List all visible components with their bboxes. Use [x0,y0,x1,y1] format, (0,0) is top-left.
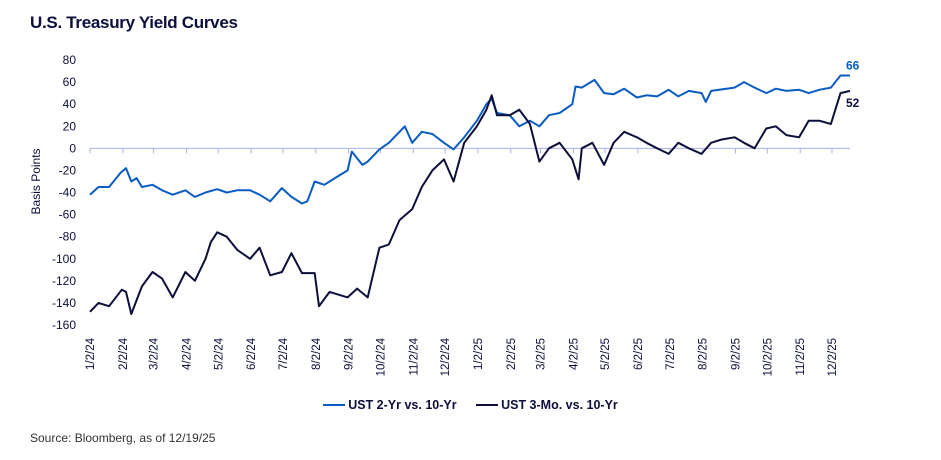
end-value-label: 52 [846,96,860,110]
legend-label: UST 3-Mo. vs. 10-Yr [501,398,618,412]
y-tick-label: -120 [52,274,76,288]
x-tick-label: 10/2/25 [762,338,774,376]
x-tick-label: 2/2/24 [118,337,130,370]
x-tick-label: 4/2/24 [181,337,193,370]
x-tick-label: 11/2/25 [795,338,807,376]
y-tick-label: 80 [63,53,77,67]
y-tick-label: 0 [69,141,76,155]
x-tick-label: 1/2/25 [473,338,485,370]
x-tick-label: 12/2/24 [440,337,452,376]
line-chart: 80 60 40 20 0 -20 -40 -60 -80 -100 -120 -140 -160 Bas… [29,53,860,376]
legend-item-3mo-10yr: UST 3-Mo. vs. 10-Yr [476,398,618,412]
legend-label: UST 2-Yr vs. 10-Yr [348,398,457,412]
legend-swatch [476,404,499,406]
x-tick-label: 9/2/25 [731,338,743,370]
x-tick-label: 3/2/25 [535,338,547,370]
y-tick-label: 20 [63,119,77,133]
x-tick-label: 3/2/24 [149,337,161,370]
x-tick-label: 8/2/24 [311,337,323,370]
legend: UST 2-Yr vs. 10-Yr UST 3-Mo. vs. 10-Yr [0,395,941,412]
y-tick-label: -20 [59,163,77,177]
legend-item-2yr-10yr: UST 2-Yr vs. 10-Yr [323,398,457,412]
y-tick-label: 40 [63,97,77,111]
x-tick-label: 5/2/25 [600,338,612,370]
x-tick-label: 6/2/24 [246,337,258,370]
y-tick-label: 60 [63,75,77,89]
end-value-label: 66 [846,58,860,72]
x-tick-label: 7/2/24 [278,337,290,370]
y-tick-label: -40 [59,186,77,200]
y-tick-label: -140 [52,296,76,310]
legend-swatch [323,404,346,406]
y-axis-label: Basis Points [29,148,43,214]
x-tick-label: 4/2/25 [568,338,580,370]
chart-title: U.S. Treasury Yield Curves [30,13,238,32]
x-tick-label: 2/2/25 [506,338,518,370]
x-tick-label: 6/2/25 [633,338,645,370]
y-tick-label: -100 [52,252,76,266]
x-tick-label: 8/2/25 [698,338,710,370]
x-tick-label: 10/2/24 [375,337,387,376]
y-tick-label: -60 [59,208,77,222]
y-tick-label: -80 [59,230,77,244]
x-tick-label: 5/2/24 [213,337,225,370]
x-tick-label: 9/2/24 [344,337,356,370]
source-note: Source: Bloomberg, as of 12/19/25 [30,431,216,445]
series-line-0 [89,74,850,205]
x-tick-label: 12/2/25 [827,338,839,376]
x-tick-label: 1/2/24 [85,337,97,370]
x-tick-label: 11/2/24 [408,337,420,375]
series-line-1 [89,89,851,315]
x-tick-label: 7/2/25 [665,338,677,370]
y-tick-label: -160 [52,318,76,332]
